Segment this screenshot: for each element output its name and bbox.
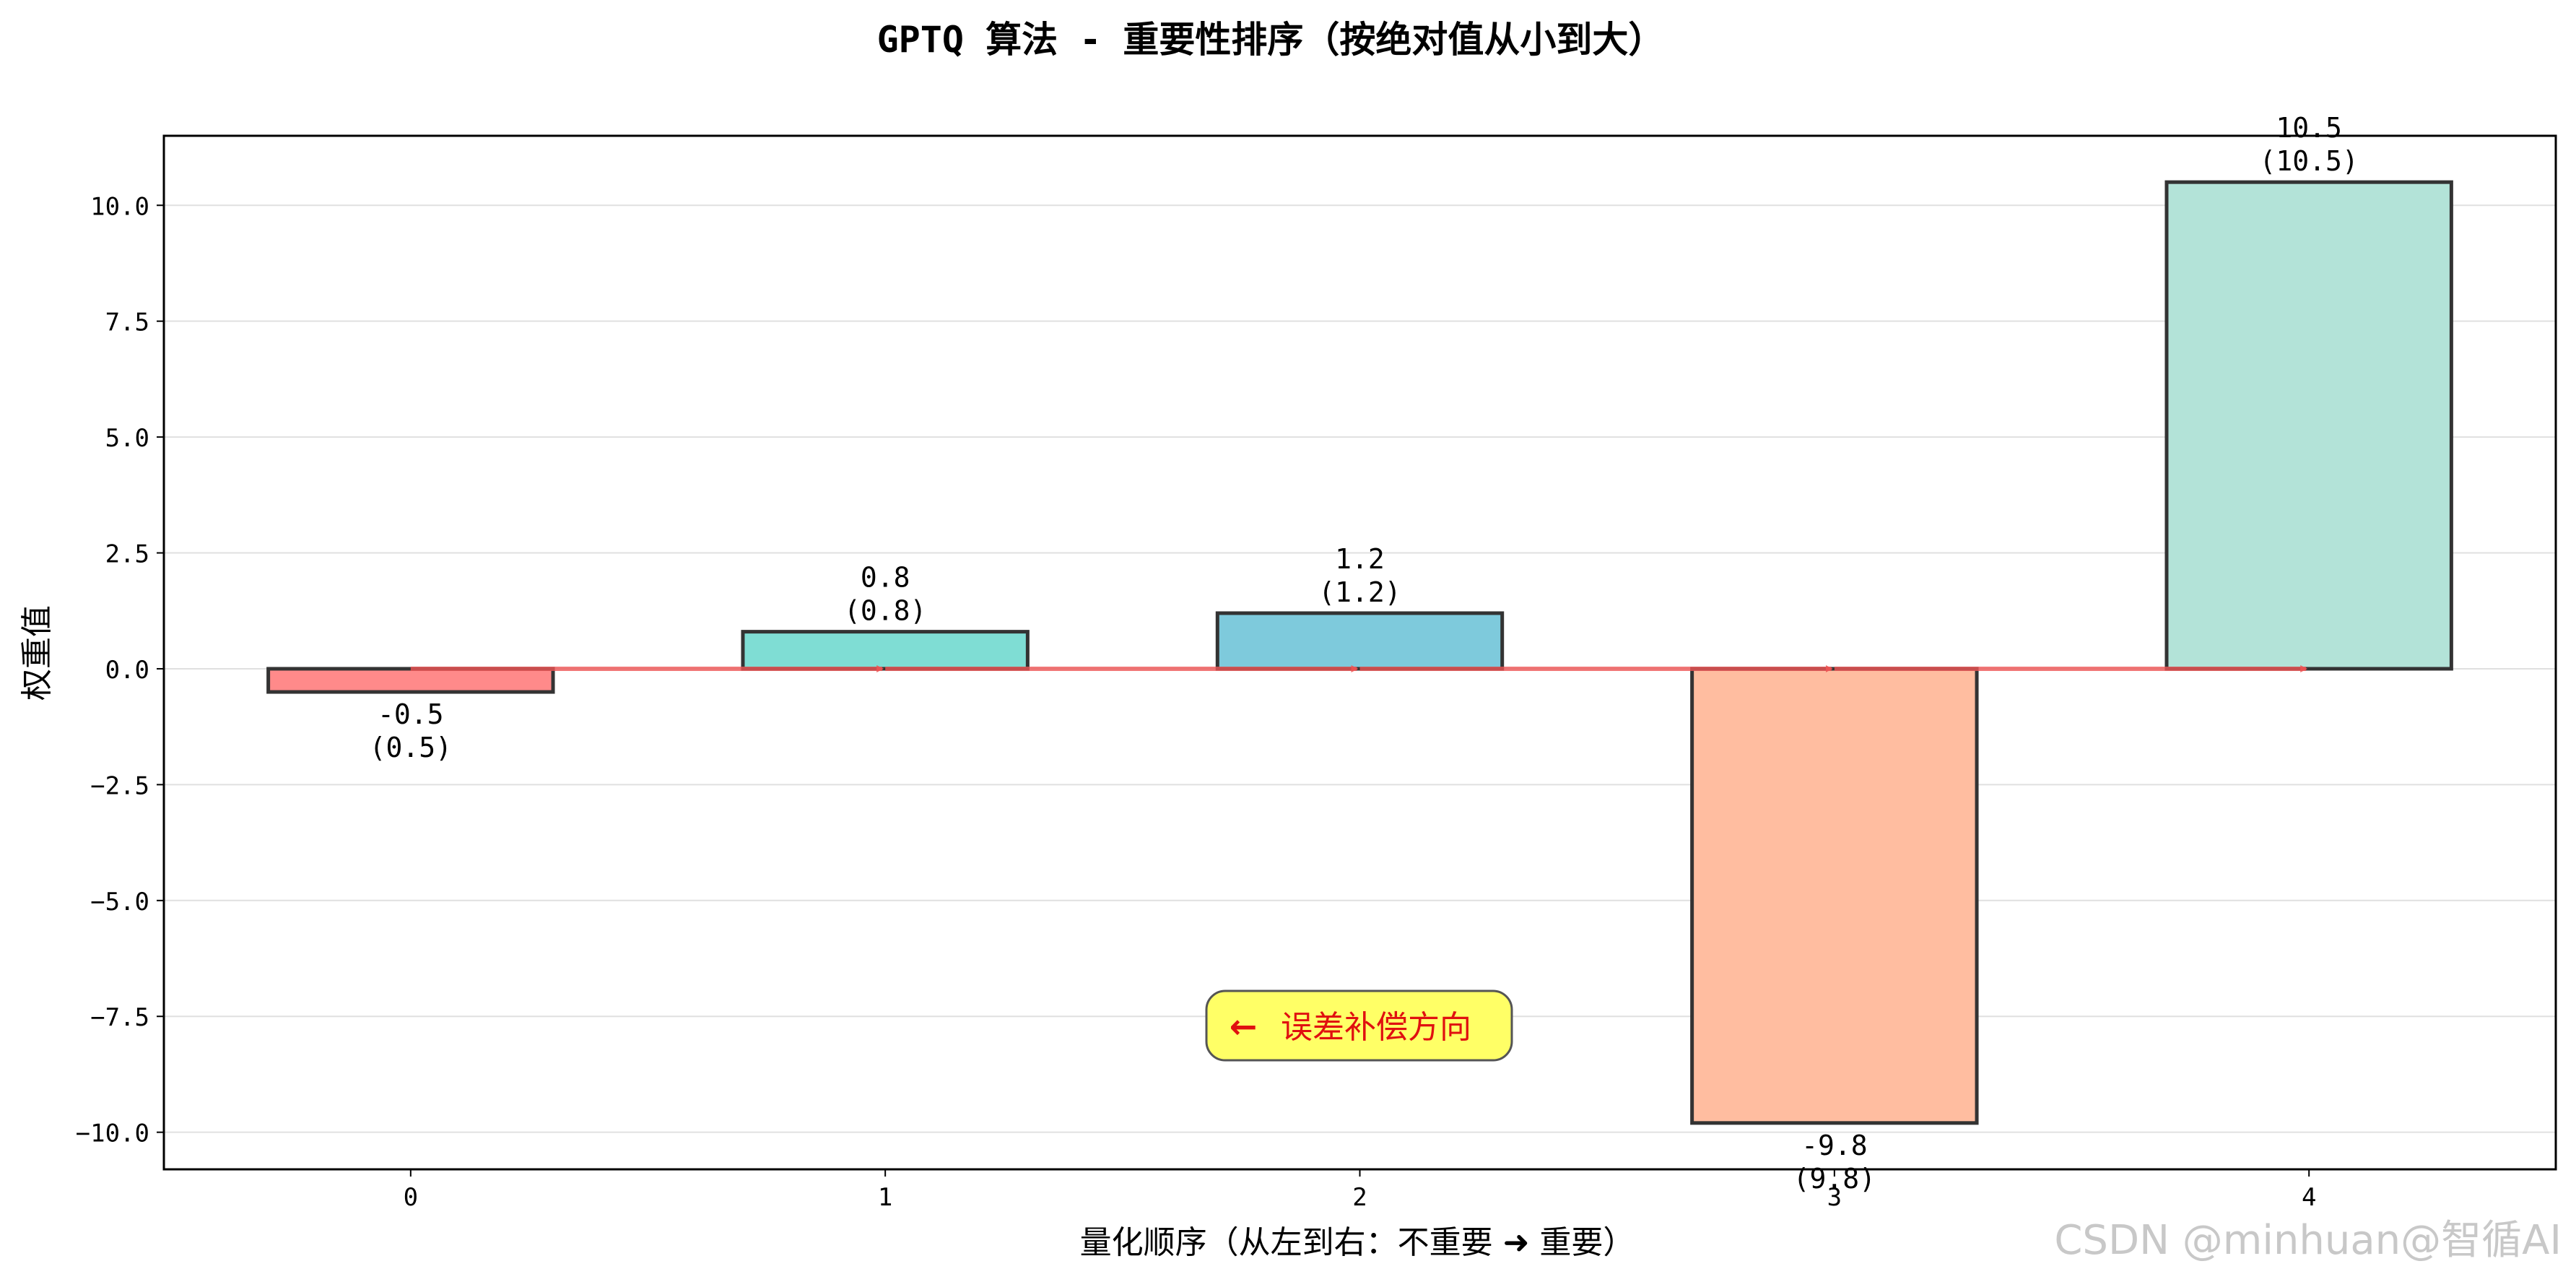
bar-abs-label: (10.5) — [2260, 145, 2359, 177]
annotation-arrow-icon: ← — [1230, 1007, 1258, 1046]
bars — [266, 180, 2453, 1125]
x-axis-ticks: 0 1 2 3 4 — [404, 1169, 2316, 1212]
y-tick-label: 2.5 — [105, 540, 149, 569]
bar — [741, 630, 1030, 671]
bar-abs-label: (0.8) — [844, 595, 926, 627]
bar-labels: -0.5(0.5) 0.8(0.8) 1.2(1.2) -9.8(9.8) 10.5(1… — [370, 112, 2359, 1195]
x-tick-label: 4 — [2302, 1183, 2316, 1212]
y-tick-label: −5.0 — [90, 888, 149, 917]
chart-title: GPTQ 算法 - 重要性排序（按绝对值从小到大） — [877, 19, 1665, 61]
y-axis-label: 权重值 — [19, 605, 56, 701]
y-tick-label: −7.5 — [90, 1003, 149, 1032]
bar — [266, 667, 555, 694]
bar-abs-label: (9.8) — [1793, 1163, 1876, 1195]
x-tick-label: 3 — [1827, 1183, 1842, 1212]
bar-value-label: 10.5 — [2276, 112, 2342, 144]
bar-value-label: -0.5 — [378, 698, 444, 730]
bar-value-label: 0.8 — [861, 562, 910, 594]
y-tick-label: −10.0 — [76, 1119, 149, 1148]
y-tick-label: −2.5 — [90, 771, 149, 800]
annotation-text: 误差补偿方向 — [1281, 1009, 1471, 1046]
y-tick-label: 7.5 — [105, 308, 149, 337]
y-tick-label: 10.0 — [90, 192, 149, 221]
bar-abs-label: (1.2) — [1318, 576, 1401, 608]
x-tick-label: 1 — [878, 1183, 892, 1212]
bar — [1690, 667, 1979, 1125]
error-compensation-annotation: ← 误差补偿方向 — [1205, 989, 1513, 1062]
x-axis-label: 量化顺序（从左到右：不重要 ➜ 重要） — [1080, 1224, 1635, 1261]
annotation-box — [1205, 989, 1513, 1062]
bar-abs-label: (0.5) — [370, 732, 452, 763]
x-tick-label: 2 — [1352, 1183, 1367, 1212]
bar-value-label: -9.8 — [1801, 1130, 1868, 1161]
bar — [1215, 611, 1505, 671]
x-tick-label: 0 — [404, 1183, 418, 1212]
bar — [2164, 180, 2453, 671]
y-axis-ticks: 10.0 7.5 5.0 2.5 0.0 −2.5 −5.0 −7.5 −10.0 — [76, 192, 164, 1148]
bar-value-label: 1.2 — [1335, 543, 1385, 575]
y-tick-label: 0.0 — [105, 656, 149, 685]
y-tick-label: 5.0 — [105, 424, 149, 453]
watermark: CSDN @minhuan@智循AI — [2054, 1217, 2562, 1264]
